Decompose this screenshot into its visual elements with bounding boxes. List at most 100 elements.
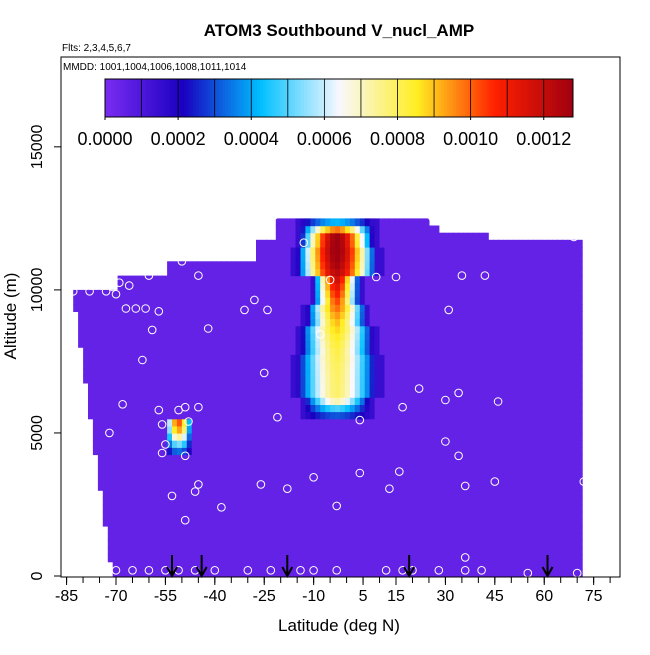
- heatmap-cell: [414, 232, 420, 241]
- heatmap-cell: [191, 332, 198, 341]
- heatmap-cell: [221, 340, 227, 348]
- heatmap-cell: [241, 525, 247, 534]
- heatmap-cell: [191, 368, 198, 377]
- heatmap-cell: [152, 454, 158, 463]
- heatmap-cell: [335, 497, 341, 506]
- heatmap-cell: [414, 225, 420, 234]
- heatmap-cell: [567, 454, 573, 463]
- heatmap-cell: [419, 354, 425, 363]
- heatmap-cell: [241, 518, 247, 527]
- heatmap-cell: [127, 547, 133, 556]
- heatmap-cell: [448, 254, 455, 262]
- colorbar-segment: [324, 79, 328, 117]
- heatmap-cell: [191, 497, 198, 506]
- heatmap-cell: [488, 254, 494, 262]
- heatmap-cell: [251, 518, 257, 527]
- heatmap-cell: [399, 261, 405, 270]
- heatmap-cell: [488, 325, 494, 334]
- heatmap-cell: [522, 518, 529, 527]
- heatmap-cell: [552, 404, 558, 413]
- heatmap-cell: [320, 490, 326, 498]
- heatmap-cell: [186, 497, 193, 506]
- heatmap-cell: [349, 325, 356, 334]
- heatmap-cell: [132, 289, 138, 298]
- heatmap-cell: [438, 540, 445, 548]
- heatmap-cell: [83, 297, 89, 305]
- heatmap-cell: [181, 261, 188, 270]
- heatmap-cell: [503, 268, 509, 277]
- heatmap-cell: [335, 361, 341, 370]
- sample-point: [569, 232, 579, 242]
- colorbar-segment: [119, 79, 123, 117]
- heatmap-cell: [379, 397, 385, 405]
- heatmap-cell: [532, 354, 539, 363]
- heatmap-cell: [369, 297, 376, 305]
- heatmap-cell: [285, 483, 292, 491]
- heatmap-cell: [354, 289, 361, 298]
- heatmap-cell: [112, 354, 119, 363]
- heatmap-cell: [122, 311, 129, 320]
- heatmap-cell: [325, 390, 331, 398]
- heatmap-cell: [344, 318, 351, 327]
- heatmap-cell: [483, 404, 489, 413]
- heatmap-cell: [107, 440, 114, 448]
- heatmap-cell: [132, 475, 138, 484]
- heatmap-cell: [172, 397, 178, 405]
- heatmap-cell: [246, 511, 252, 520]
- heatmap-cell: [186, 440, 193, 448]
- heatmap-cell: [409, 497, 415, 506]
- heatmap-cell: [221, 361, 227, 370]
- heatmap-cell: [453, 368, 460, 377]
- heatmap-cell: [191, 397, 198, 405]
- heatmap-cell: [325, 375, 331, 384]
- heatmap-cell: [409, 475, 415, 484]
- heatmap-cell: [532, 239, 539, 248]
- heatmap-cell: [379, 282, 385, 291]
- heatmap-cell: [394, 404, 400, 413]
- heatmap-cell: [394, 304, 400, 312]
- heatmap-cell: [112, 475, 119, 484]
- heatmap-cell: [428, 525, 435, 534]
- heatmap-cell: [409, 411, 415, 420]
- heatmap-cell: [211, 361, 217, 370]
- heatmap-cell: [404, 483, 410, 491]
- heatmap-cell: [503, 561, 509, 570]
- heatmap-cell: [399, 554, 405, 563]
- heatmap-cell: [275, 568, 282, 577]
- heatmap-cell: [231, 511, 237, 520]
- heatmap-cell: [201, 404, 208, 413]
- heatmap-cell: [330, 540, 336, 548]
- heatmap-cell: [310, 254, 316, 262]
- heatmap-cell: [310, 397, 316, 405]
- heatmap-cell: [221, 554, 227, 563]
- heatmap-cell: [399, 225, 405, 234]
- heatmap-cell: [572, 483, 578, 491]
- heatmap-cell: [512, 382, 519, 391]
- heatmap-cell: [527, 511, 534, 520]
- heatmap-cell: [315, 397, 321, 405]
- heatmap-cell: [498, 447, 504, 456]
- heatmap-cell: [394, 504, 400, 513]
- heatmap-cell: [458, 390, 465, 398]
- heatmap-cell: [463, 490, 469, 498]
- heatmap-cell: [493, 347, 499, 355]
- heatmap-cell: [493, 340, 499, 348]
- heatmap-cell: [97, 411, 104, 420]
- heatmap-cell: [552, 468, 558, 477]
- heatmap-cell: [547, 425, 553, 434]
- heatmap-cell: [310, 325, 316, 334]
- colorbar-segment: [441, 79, 445, 117]
- heatmap-cell: [562, 425, 568, 434]
- heatmap-cell: [310, 504, 316, 513]
- heatmap-cell: [517, 375, 524, 384]
- heatmap-cell: [428, 561, 435, 570]
- heatmap-cell: [488, 483, 494, 491]
- heatmap-cell: [369, 432, 376, 441]
- heatmap-cell: [157, 511, 163, 520]
- heatmap-cell: [374, 390, 381, 398]
- heatmap-cell: [394, 397, 400, 405]
- heatmap-cell: [102, 404, 109, 413]
- heatmap-cell: [152, 418, 158, 427]
- heatmap-cell: [512, 554, 519, 563]
- heatmap-cell: [404, 368, 410, 377]
